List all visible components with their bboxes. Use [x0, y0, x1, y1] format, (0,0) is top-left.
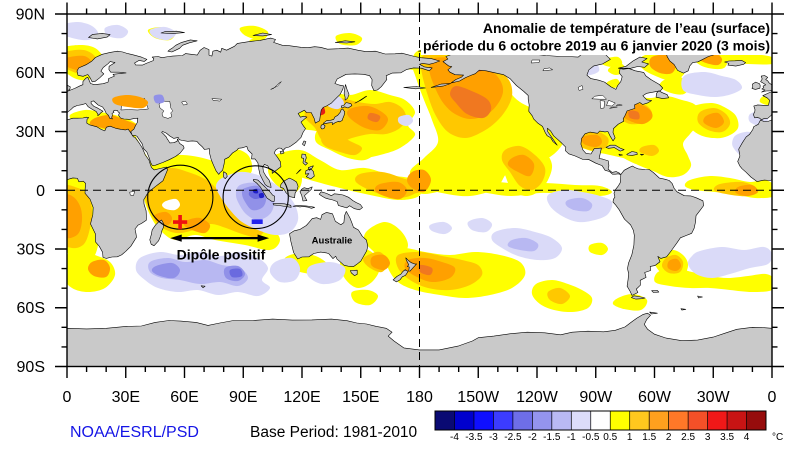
svg-text:Australie: Australie — [312, 236, 353, 247]
svg-text:30W: 30W — [697, 389, 731, 406]
svg-text:Anomalie de température de l’e: Anomalie de température de l’eau (surfac… — [483, 20, 770, 36]
svg-text:30S: 30S — [17, 242, 45, 259]
svg-text:2.5: 2.5 — [681, 432, 695, 443]
svg-text:1: 1 — [627, 432, 633, 443]
svg-text:120E: 120E — [283, 389, 320, 406]
svg-text:0: 0 — [36, 183, 45, 200]
svg-text:0: 0 — [63, 389, 72, 406]
svg-text:3.5: 3.5 — [720, 432, 734, 443]
svg-text:90N: 90N — [16, 7, 45, 24]
svg-text:180: 180 — [406, 389, 433, 406]
svg-text:Dipôle positif: Dipôle positif — [177, 247, 266, 263]
svg-text:150W: 150W — [457, 389, 500, 406]
svg-text:-2: -2 — [528, 432, 537, 443]
svg-text:-3: -3 — [489, 432, 498, 443]
svg-text:°C: °C — [772, 432, 783, 443]
svg-text:Base Period: 1981-2010: Base Period: 1981-2010 — [250, 424, 418, 441]
svg-text:120W: 120W — [516, 389, 559, 406]
svg-text:période du 6 octobre 2019 au 6: période du 6 octobre 2019 au 6 janvier 2… — [423, 38, 770, 54]
svg-text:90S: 90S — [17, 359, 45, 376]
svg-text:60W: 60W — [638, 389, 672, 406]
svg-text:0: 0 — [768, 389, 777, 406]
svg-text:NOAA/ESRL/PSD: NOAA/ESRL/PSD — [70, 424, 199, 441]
svg-text:-2.5: -2.5 — [504, 432, 522, 443]
svg-text:150E: 150E — [342, 389, 379, 406]
svg-text:3: 3 — [705, 432, 711, 443]
svg-text:4: 4 — [744, 432, 750, 443]
svg-text:-1: -1 — [567, 432, 576, 443]
svg-text:-4: -4 — [450, 432, 459, 443]
svg-text:2: 2 — [666, 432, 672, 443]
svg-text:30E: 30E — [112, 389, 140, 406]
svg-text:1.5: 1.5 — [642, 432, 656, 443]
svg-text:60S: 60S — [17, 300, 45, 317]
svg-text:30N: 30N — [16, 124, 45, 141]
svg-text:90W: 90W — [579, 389, 613, 406]
svg-text:90E: 90E — [229, 389, 257, 406]
svg-text:60E: 60E — [170, 389, 198, 406]
svg-text:0.5: 0.5 — [603, 432, 617, 443]
svg-text:60N: 60N — [16, 65, 45, 82]
svg-text:-1.5: -1.5 — [543, 432, 561, 443]
svg-text:-3.5: -3.5 — [465, 432, 483, 443]
svg-text:-0.5: -0.5 — [582, 432, 600, 443]
